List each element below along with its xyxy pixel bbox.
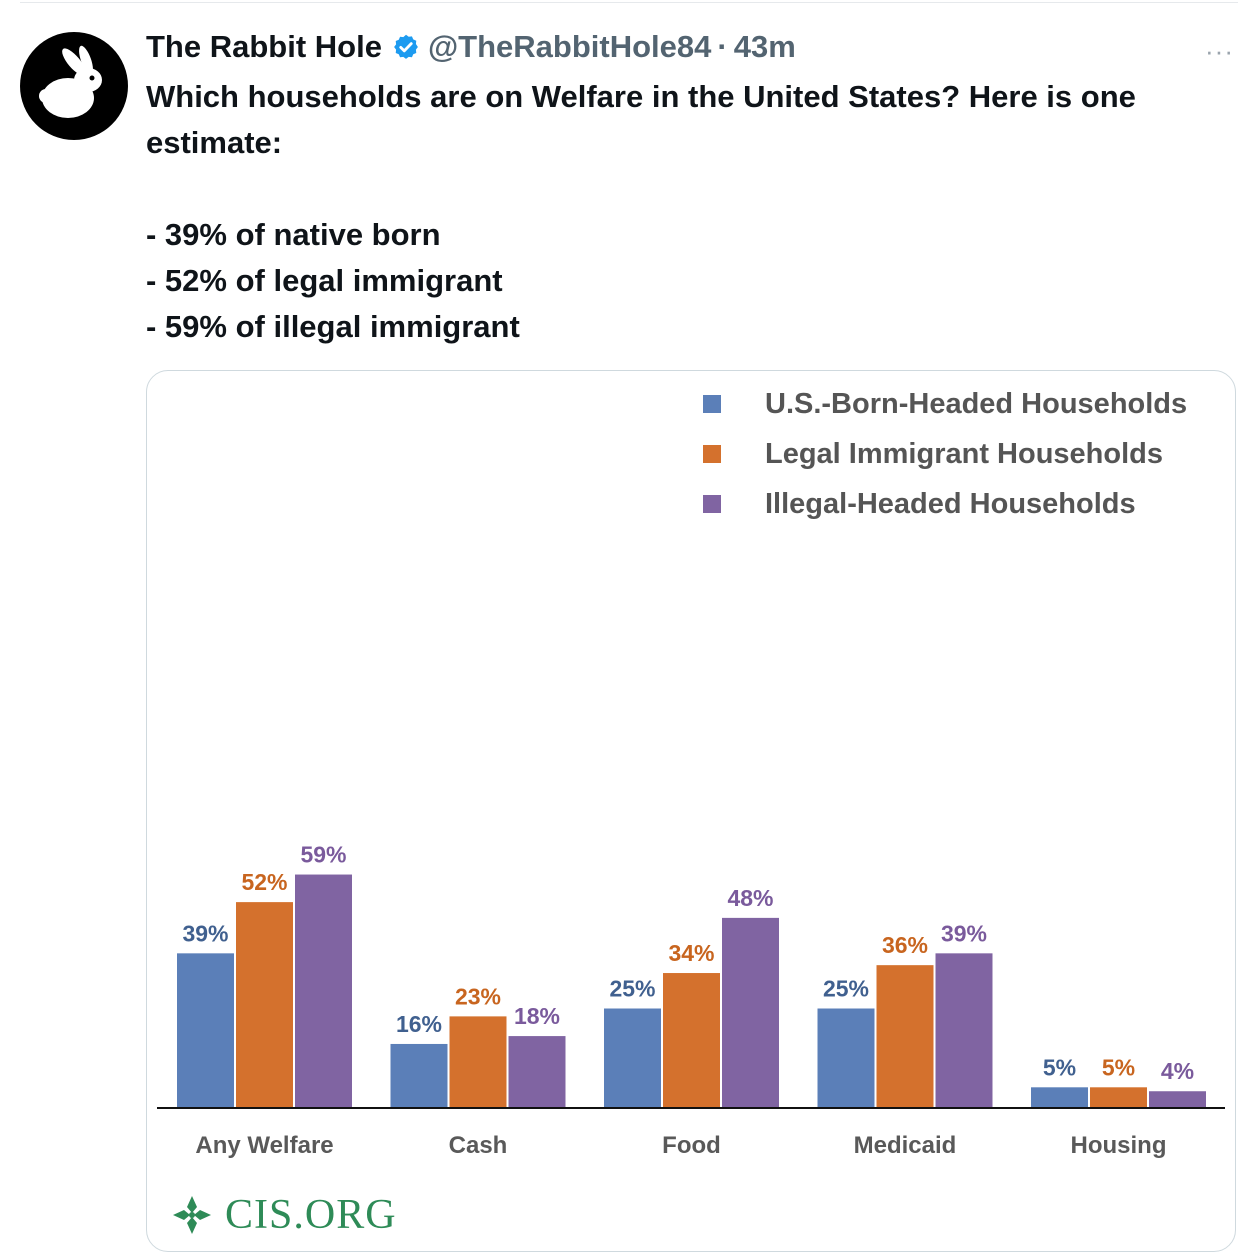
legend-swatch-illegal xyxy=(703,495,721,513)
chart-bar xyxy=(817,1008,875,1107)
chart-bar xyxy=(604,1008,661,1107)
data-label: 5% xyxy=(1102,1054,1135,1080)
tweet-line: - 39% of native born xyxy=(146,217,441,252)
verified-badge-icon xyxy=(394,34,418,59)
media-card[interactable]: 39% 52% 59% Any Welfare 16% 23% 18% Cash 25% 34% 4… xyxy=(146,370,1236,1252)
chart-bar xyxy=(1149,1091,1206,1107)
display-name[interactable]: The Rabbit Hole xyxy=(146,29,382,64)
separator-dot: · xyxy=(717,29,728,64)
tweet-blank-line xyxy=(146,166,1246,212)
legend-item: U.S.-Born-Headed Households xyxy=(703,379,1187,429)
legend-swatch-legal xyxy=(703,445,721,463)
tweet-line: Which households are on Welfare in the U… xyxy=(146,79,1136,160)
chart-bar xyxy=(236,902,293,1107)
data-label: 23% xyxy=(455,983,501,1009)
legend-swatch-us-born xyxy=(703,395,721,413)
category-label: Medicaid xyxy=(854,1132,957,1159)
cis-logo: CIS.ORG xyxy=(169,1191,397,1239)
data-label: 39% xyxy=(182,920,228,946)
data-label: 25% xyxy=(823,976,869,1002)
chart-bar xyxy=(722,917,779,1107)
legend-label: U.S.-Born-Headed Households xyxy=(765,387,1188,420)
cis-logo-text: CIS.ORG xyxy=(225,1192,397,1238)
tweet-line: - 52% of legal immigrant xyxy=(146,263,503,298)
chart-bar xyxy=(935,953,993,1107)
chart-bar xyxy=(449,1016,507,1107)
chart-bar xyxy=(876,965,934,1107)
chart-bar xyxy=(295,874,352,1107)
top-divider xyxy=(20,2,1238,3)
legend-label: Legal Immigrant Households xyxy=(765,437,1163,470)
chart-bar xyxy=(1090,1087,1147,1107)
data-label: 36% xyxy=(882,932,928,958)
cis-logo-icon xyxy=(173,1196,211,1234)
category-label: Housing xyxy=(1071,1132,1167,1159)
tweet-line: - 59% of illegal immigrant xyxy=(146,309,520,344)
data-label: 25% xyxy=(609,976,655,1002)
chart-bar xyxy=(508,1036,566,1107)
user-handle[interactable]: @TheRabbitHole84 xyxy=(427,29,712,64)
legend-label: Illegal-Headed Households xyxy=(765,487,1136,520)
category-label: Food xyxy=(662,1132,721,1159)
data-label: 5% xyxy=(1043,1054,1076,1080)
data-label: 16% xyxy=(396,1011,442,1037)
chart-bar xyxy=(1031,1087,1088,1107)
category-label: Cash xyxy=(449,1132,508,1159)
bar-chart: 39% 52% 59% Any Welfare 16% 23% 18% Cash 25% 34% 4… xyxy=(157,842,1225,1159)
data-label: 48% xyxy=(727,885,773,911)
tweet-header: The Rabbit Hole @TheRabbitHole84 · 43m xyxy=(146,26,796,68)
chart-bar xyxy=(390,1043,448,1107)
avatar[interactable] xyxy=(20,32,128,140)
data-label: 34% xyxy=(668,940,714,966)
chart-bar xyxy=(177,953,234,1107)
chart-legend: U.S.-Born-Headed Households Legal Immigr… xyxy=(703,379,1187,529)
category-label: Any Welfare xyxy=(195,1132,333,1159)
legend-item: Legal Immigrant Households xyxy=(703,429,1187,479)
data-label: 59% xyxy=(300,842,346,868)
legend-item: Illegal-Headed Households xyxy=(703,479,1187,529)
tweet-text: Which households are on Welfare in the U… xyxy=(146,74,1246,350)
timestamp[interactable]: 43m xyxy=(733,29,796,64)
data-label: 18% xyxy=(514,1003,560,1029)
more-options-icon[interactable]: ··· xyxy=(1205,36,1234,66)
chart-bar xyxy=(663,973,720,1107)
data-label: 4% xyxy=(1161,1058,1194,1084)
data-label: 39% xyxy=(941,920,987,946)
data-label: 52% xyxy=(241,869,287,895)
rabbit-icon xyxy=(39,45,102,118)
